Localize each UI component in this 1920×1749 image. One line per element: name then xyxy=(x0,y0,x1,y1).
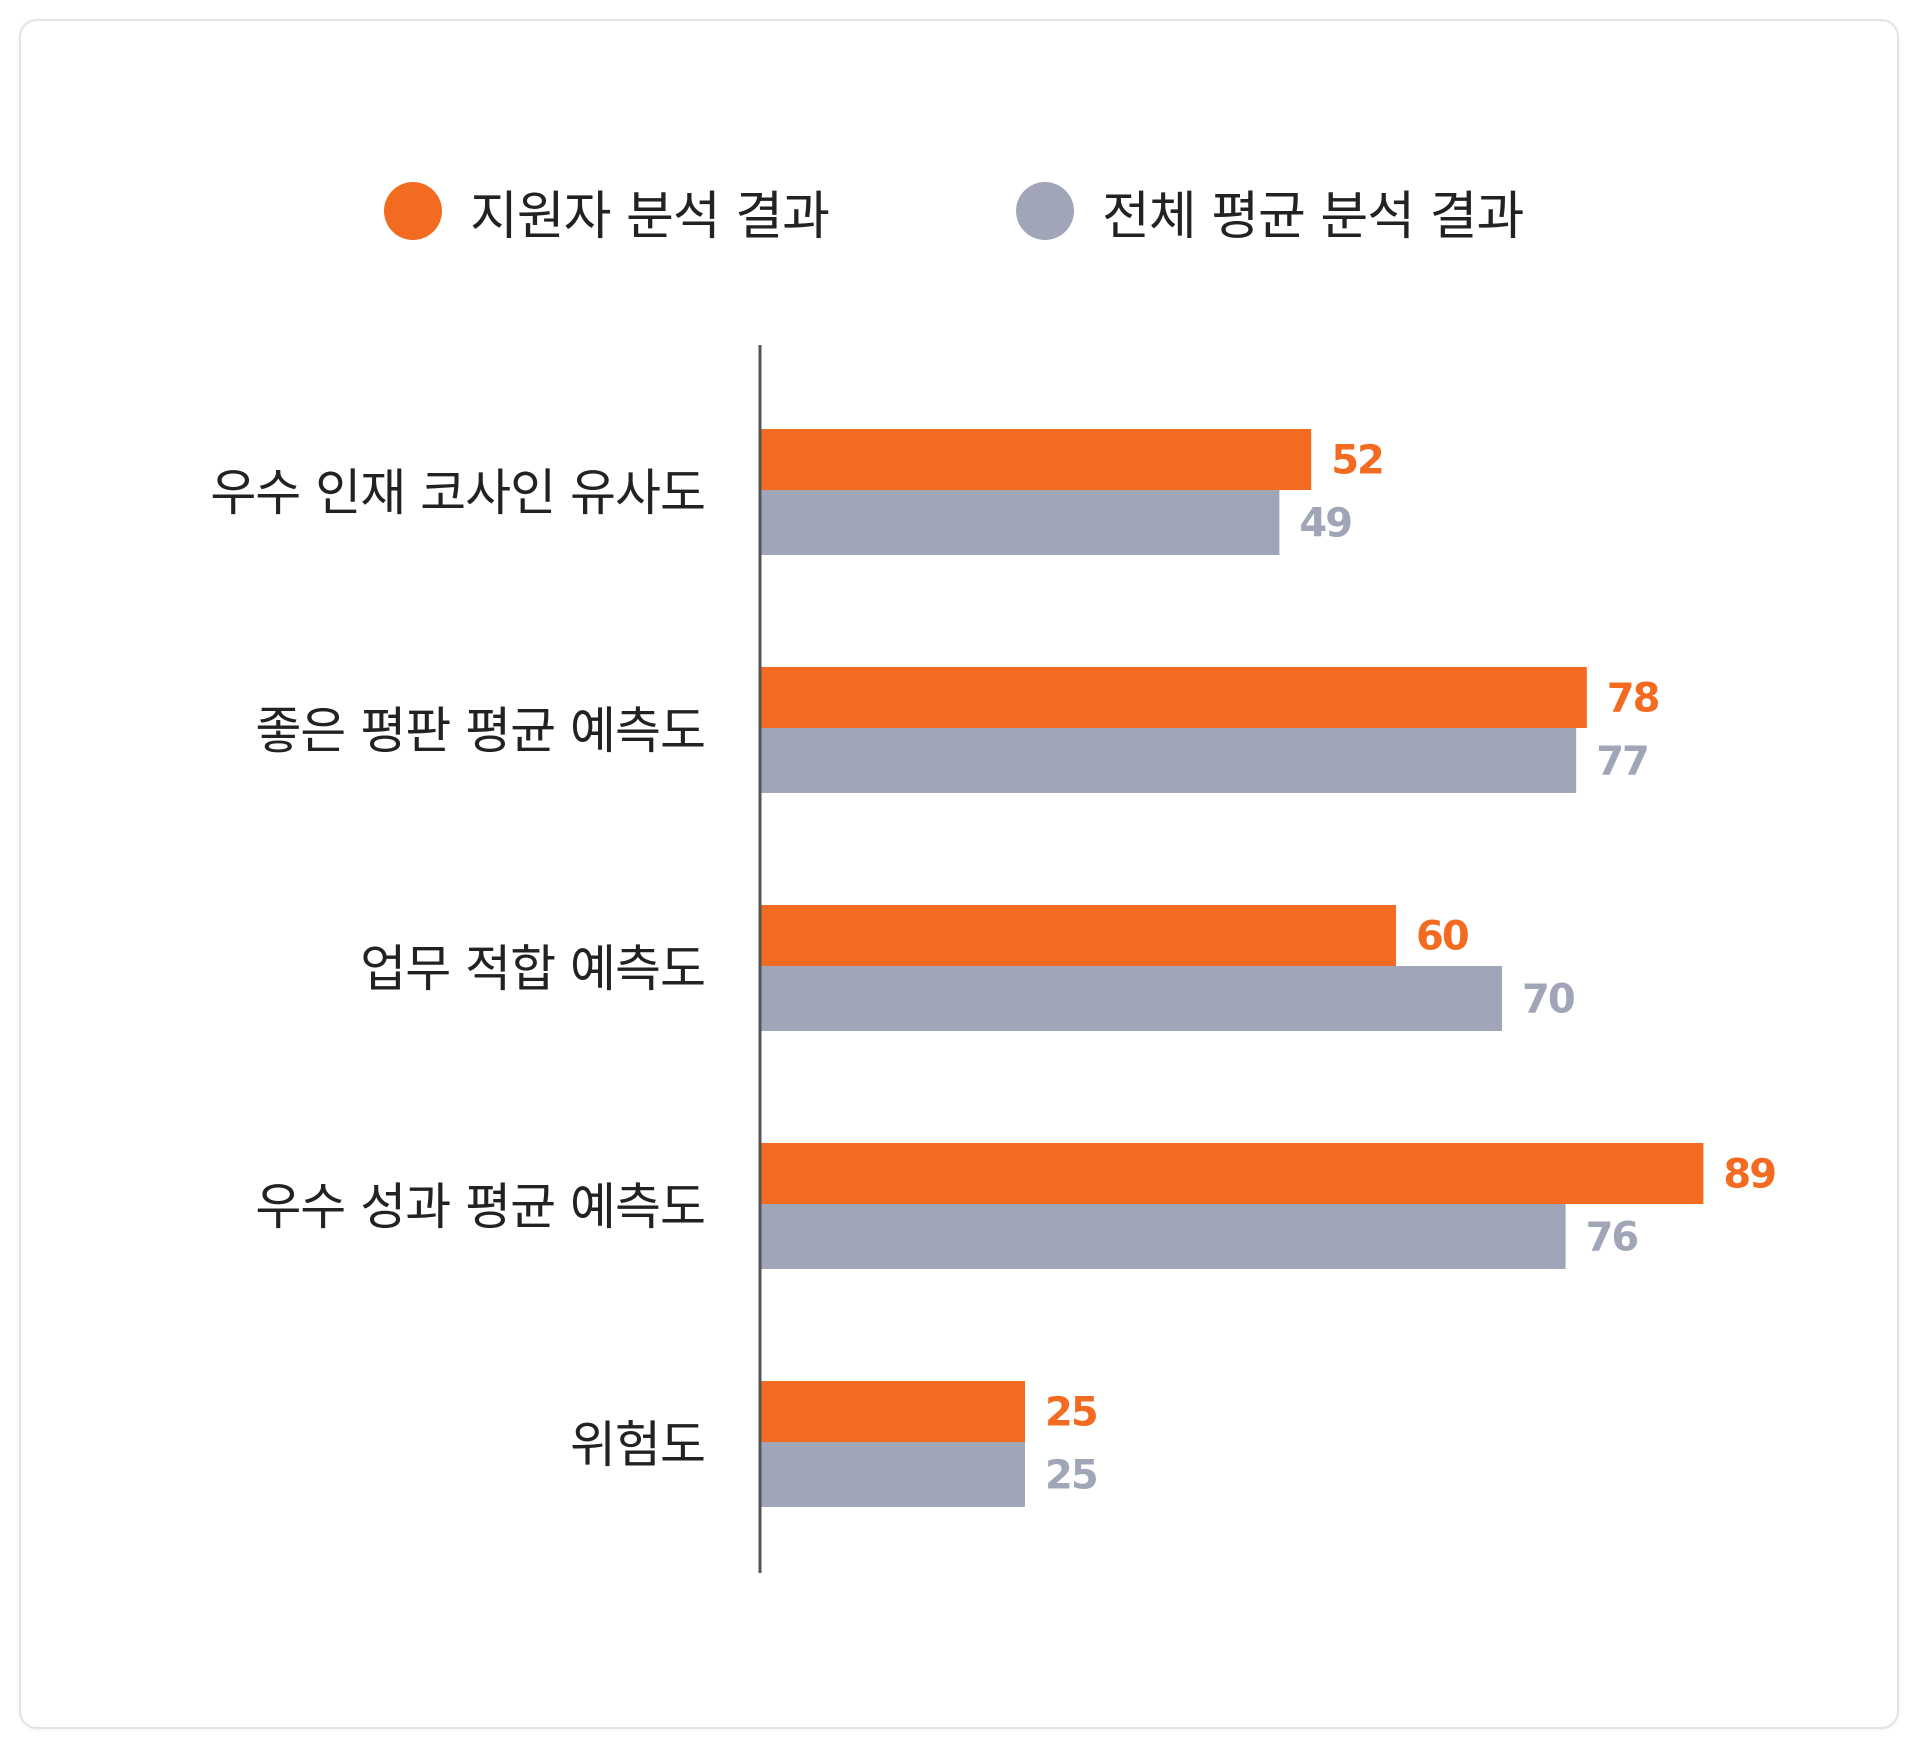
value-label-average-3: 76 xyxy=(1586,1215,1638,1261)
legend: 지원자 분석 결과 전체 평균 분석 결과 xyxy=(0,176,1920,247)
category-label-2: 업무 적합 예측도 xyxy=(360,940,705,998)
legend-label-applicant: 지원자 분석 결과 xyxy=(470,186,830,247)
bar-applicant-0 xyxy=(760,429,1312,490)
value-label-applicant-2: 60 xyxy=(1416,914,1468,960)
value-label-applicant-1: 78 xyxy=(1607,676,1659,722)
bar-applicant-2 xyxy=(760,905,1396,966)
value-label-average-1: 77 xyxy=(1596,739,1648,785)
bar-applicant-3 xyxy=(760,1143,1704,1204)
bar-applicant-4 xyxy=(760,1381,1025,1442)
value-label-applicant-4: 25 xyxy=(1045,1390,1097,1436)
category-label-1: 좋은 평판 평균 예측도 xyxy=(255,702,705,760)
legend-item-applicant: 지원자 분석 결과 xyxy=(384,176,830,247)
bar-average-1 xyxy=(760,728,1577,793)
value-label-average-2: 70 xyxy=(1522,977,1574,1023)
bar-average-2 xyxy=(760,966,1502,1031)
value-label-average-0: 49 xyxy=(1299,501,1351,547)
value-label-average-4: 25 xyxy=(1045,1453,1097,1499)
bar-average-3 xyxy=(760,1204,1566,1269)
bar-average-4 xyxy=(760,1442,1025,1507)
legend-dot-average-icon xyxy=(1016,182,1074,240)
category-label-3: 우수 성과 평균 예측도 xyxy=(255,1178,705,1236)
legend-dot-applicant-icon xyxy=(384,182,442,240)
value-label-applicant-0: 52 xyxy=(1331,438,1383,484)
category-label-4: 위험도 xyxy=(570,1416,705,1474)
legend-item-average: 전체 평균 분석 결과 xyxy=(1016,176,1524,247)
value-label-applicant-3: 89 xyxy=(1723,1152,1775,1198)
bar-applicant-1 xyxy=(760,667,1587,728)
legend-label-average: 전체 평균 분석 결과 xyxy=(1102,186,1524,247)
category-label-0: 우수 인재 코사인 유사도 xyxy=(210,464,705,522)
bar-average-0 xyxy=(760,490,1280,555)
